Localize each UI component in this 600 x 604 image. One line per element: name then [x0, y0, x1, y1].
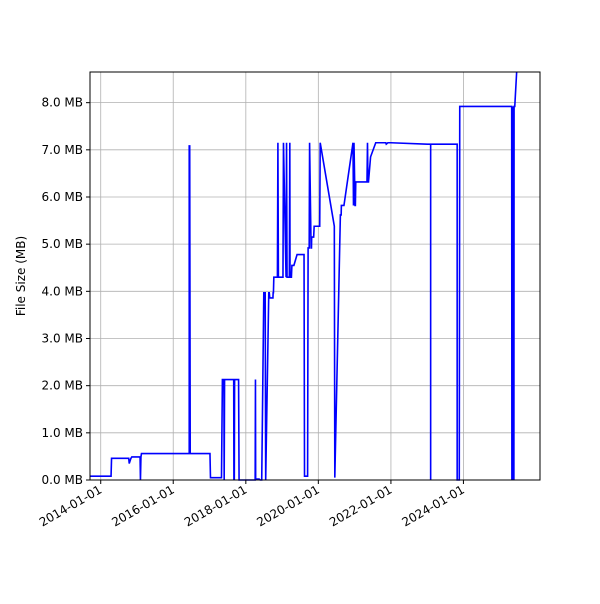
- y-tick-label: 4.0 MB: [42, 284, 83, 298]
- y-tick-label: 1.0 MB: [42, 426, 83, 440]
- y-tick-label: 3.0 MB: [42, 331, 83, 345]
- y-tick-label: 5.0 MB: [42, 237, 83, 251]
- y-axis-ticks: 0.0 MB 1.0 MB 2.0 MB 3.0 MB 4.0 MB 5.0 MB 6.0 …: [42, 96, 90, 487]
- series-group: [90, 71, 518, 481]
- grid-lines: [90, 72, 540, 481]
- y-tick-label: 2.0 MB: [42, 379, 83, 393]
- y-tick-label: 6.0 MB: [42, 190, 83, 204]
- y-axis-label: File Size (MB): [14, 236, 28, 316]
- y-tick-label: 8.0 MB: [42, 96, 83, 110]
- series-line-0: [90, 71, 518, 481]
- plot-frame: [89, 71, 541, 481]
- y-tick-label: 0.0 MB: [42, 473, 83, 487]
- y-tick-label: 7.0 MB: [42, 143, 83, 157]
